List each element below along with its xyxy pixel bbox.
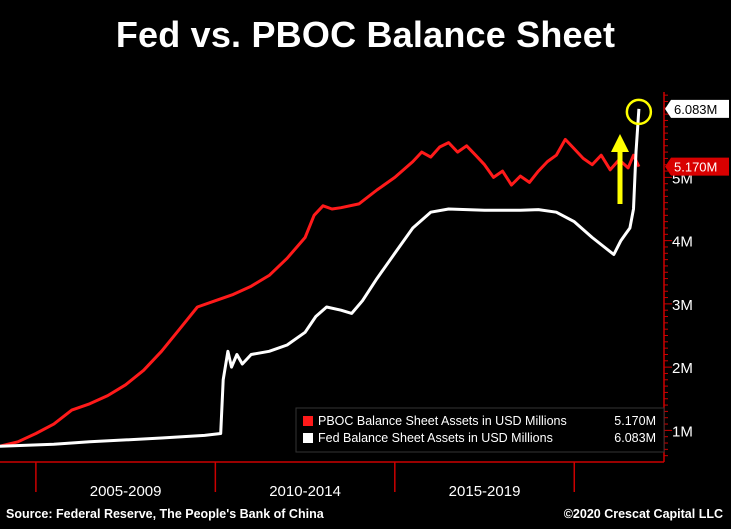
series-line-pboc (0, 137, 641, 448)
last-value-label-fed: 6.083M (674, 102, 717, 117)
copyright-note: ©2020 Crescat Capital LLC (563, 507, 723, 521)
legend-swatch-fed (303, 433, 313, 443)
legend-label-fed: Fed Balance Sheet Assets in USD Millions (318, 431, 553, 445)
legend: PBOC Balance Sheet Assets in USD Million… (295, 407, 665, 453)
x-tick-label-0: 2005-2009 (90, 483, 162, 500)
legend-value-pboc: 5.170M (614, 414, 656, 428)
chart-title: Fed vs. PBOC Balance Sheet (115, 14, 616, 55)
x-tick-label-2: 2015-2019 (449, 483, 521, 500)
last-value-flag-fed (665, 99, 729, 118)
y-tick-label-1: 2M (672, 360, 693, 377)
series-line-fed (0, 108, 641, 448)
highlight-circle (625, 98, 653, 126)
legend-swatch-pboc (303, 416, 313, 426)
annotation-layer (611, 98, 653, 204)
y-tick-label-0: 1M (672, 423, 693, 440)
last-value-label-pboc: 5.170M (674, 160, 717, 175)
last-value-flags: 6.083M 5.170M (665, 99, 729, 176)
source-note: Source: Federal Reserve, The People's Ba… (6, 507, 324, 521)
last-value-flag-pboc (665, 157, 729, 176)
series-layer (0, 108, 641, 448)
legend-box (295, 407, 665, 453)
y-tick-label-3: 4M (672, 234, 693, 251)
x-tick-label-1: 2010-2014 (269, 483, 341, 500)
legend-label-pboc: PBOC Balance Sheet Assets in USD Million… (318, 414, 567, 428)
y-tick-label-2: 3M (672, 297, 693, 314)
arrow-head (611, 134, 629, 152)
legend-value-fed: 6.083M (614, 431, 656, 445)
